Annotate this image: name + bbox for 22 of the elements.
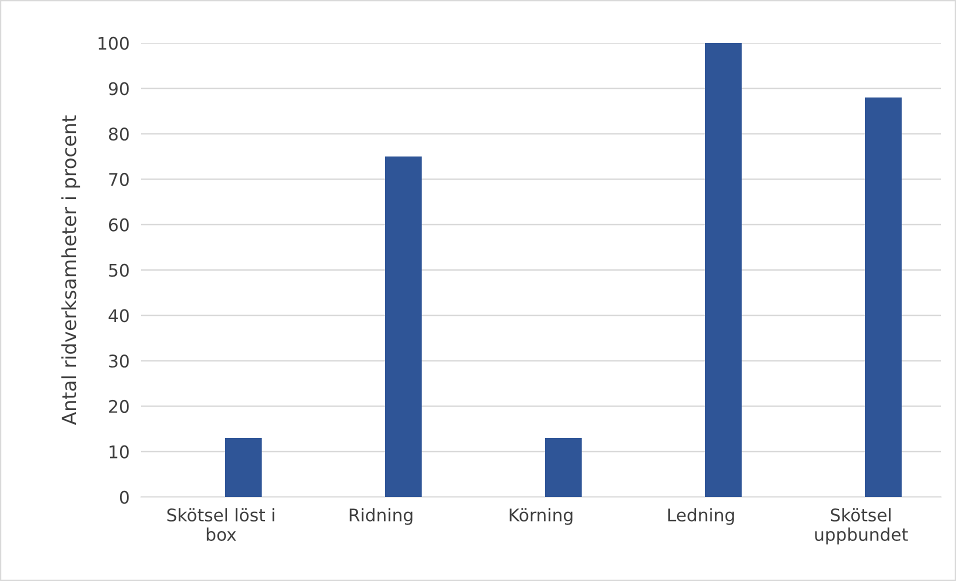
bar xyxy=(225,438,262,497)
y-tick-label: 40 xyxy=(108,309,129,322)
y-tick-label: 0 xyxy=(120,490,129,504)
x-tick-label: Ledning xyxy=(668,508,734,525)
y-tick-label: 20 xyxy=(109,400,129,414)
x-tick-label: Ridning xyxy=(350,508,412,525)
y-tick-label: 90 xyxy=(108,82,129,96)
bar xyxy=(385,156,422,497)
bar xyxy=(705,43,742,497)
x-tick-label: Körning xyxy=(510,508,572,525)
bar xyxy=(545,438,582,497)
x-tick-label: Skötsel löst i box xyxy=(167,508,274,541)
y-tick-label: 50 xyxy=(109,264,129,277)
y-tick-label: 30 xyxy=(109,354,129,368)
y-tick-label: 80 xyxy=(108,128,129,141)
y-tick-label: 60 xyxy=(109,218,129,232)
x-tick-label: Skötsel uppbundet xyxy=(815,508,908,544)
y-tick-label: 70 xyxy=(109,172,129,186)
y-tick-label: 100 xyxy=(98,36,129,50)
y-tick-label: 10 xyxy=(110,445,129,458)
y-axis-title: Antal ridverksamheter i procent xyxy=(61,115,80,425)
bar xyxy=(865,97,902,497)
